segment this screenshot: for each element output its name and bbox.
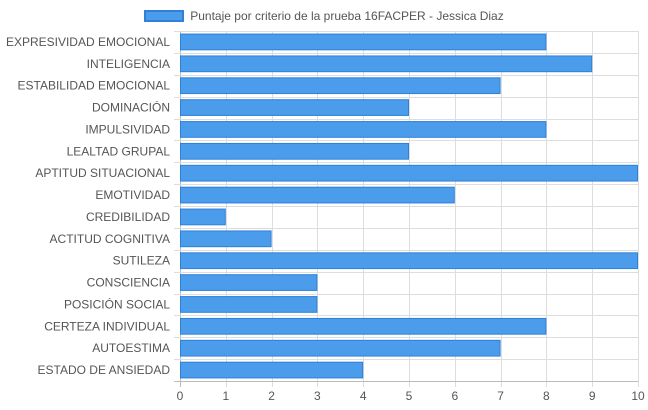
x-tick-label: 1 (222, 389, 229, 403)
x-tick-label: 0 (177, 389, 184, 403)
legend-swatch (144, 10, 185, 22)
x-tick-label: 7 (497, 389, 504, 403)
bar (180, 361, 364, 379)
x-tick-label: 4 (360, 389, 367, 403)
x-tick-label: 5 (406, 389, 413, 403)
y-tick-label: CREDIBILIDAD (86, 210, 170, 224)
bar (180, 186, 455, 204)
y-tick-label: DOMINACIÓN (92, 100, 170, 115)
y-tick-label: EMOTIVIDAD (95, 188, 170, 202)
bar (180, 33, 547, 51)
bar (180, 55, 593, 73)
y-tick-label: ESTADO DE ANSIEDAD (38, 363, 171, 377)
chart-legend[interactable]: Puntaje por criterio de la prueba 16FACP… (0, 6, 648, 26)
y-tick-label: APTITUD SITUACIONAL (35, 166, 170, 180)
bar (180, 77, 501, 95)
bar (180, 142, 409, 160)
y-tick-label: CONSCIENCIA (87, 276, 170, 290)
bar (180, 296, 318, 313)
legend-label: Puntaje por criterio de la prueba 16FACP… (190, 9, 504, 23)
bar (180, 164, 638, 182)
x-tick-label: 6 (451, 389, 458, 403)
bar (180, 121, 547, 138)
x-tick-label: 10 (631, 389, 645, 403)
bar (180, 208, 226, 226)
bar (180, 230, 272, 248)
y-tick-label: CERTEZA INDIVIDUAL (44, 319, 170, 333)
y-tick-label: SUTILEZA (113, 254, 170, 268)
y-tick-label: EXPRESIVIDAD EMOCIONAL (6, 35, 170, 49)
bar (180, 274, 318, 291)
x-tick-label: 9 (589, 389, 596, 403)
x-tick-label: 3 (314, 389, 321, 403)
bar (180, 339, 501, 357)
y-tick-label: POSICIÓN SOCIAL (64, 296, 170, 311)
bar (180, 252, 638, 270)
y-tick-label: IMPULSIVIDAD (85, 122, 170, 136)
y-tick-label: LEALTAD GRUPAL (67, 144, 171, 158)
y-tick-label: ACTITUD COGNITIVA (50, 232, 170, 246)
bar (180, 317, 547, 335)
x-tick-label: 8 (543, 389, 550, 403)
x-tick-label: 2 (268, 389, 275, 403)
y-tick-label: AUTOESTIMA (92, 341, 170, 355)
y-tick-label: INTELIGENCIA (87, 57, 170, 71)
y-tick-label: ESTABILIDAD EMOCIONAL (18, 79, 171, 93)
bar (180, 99, 409, 116)
